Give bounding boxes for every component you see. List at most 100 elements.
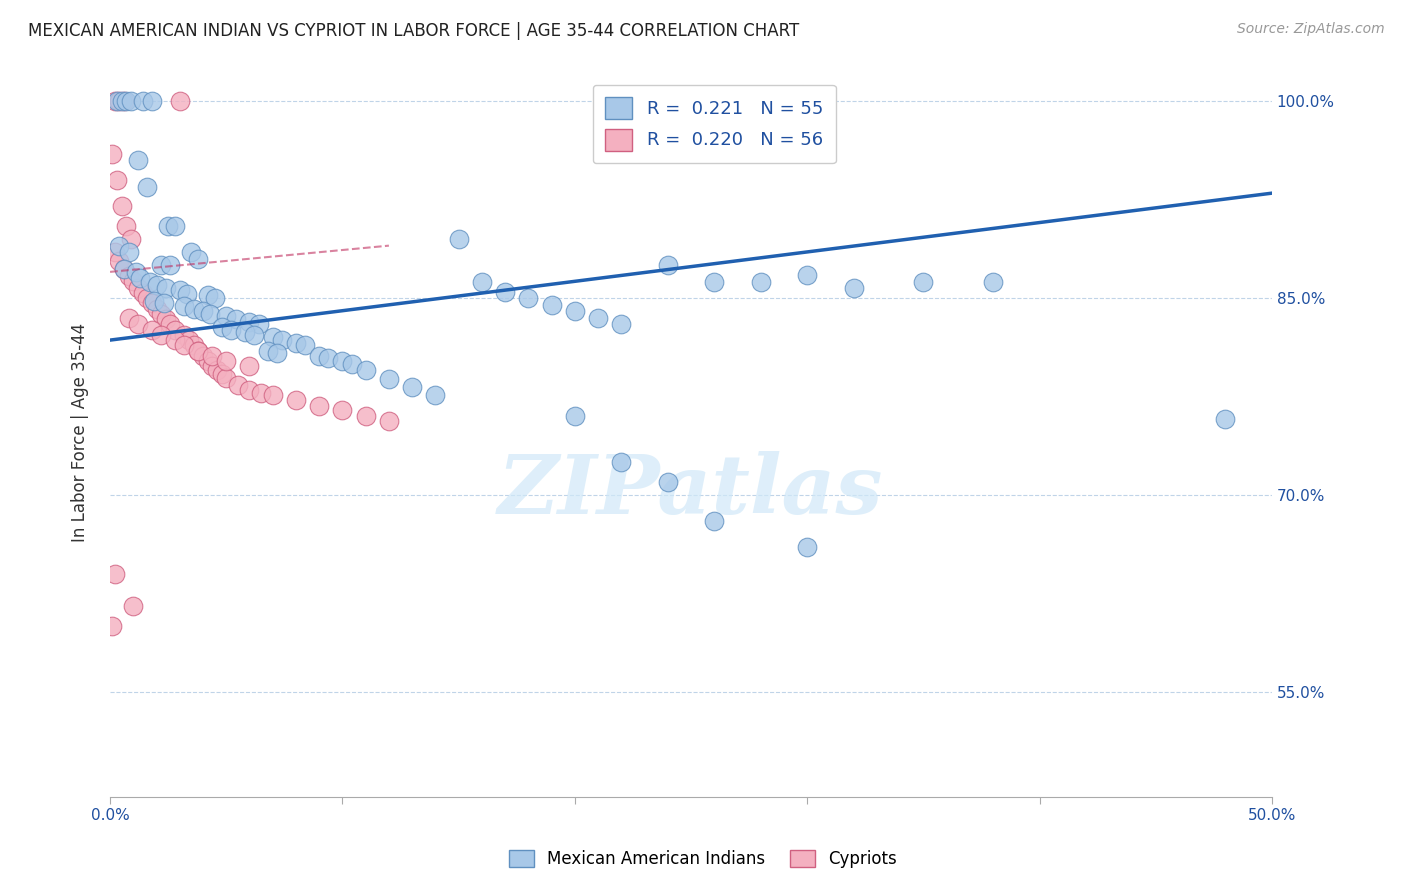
Point xyxy=(150,258,173,272)
Point xyxy=(211,320,233,334)
Point xyxy=(157,219,180,233)
Point xyxy=(586,310,609,325)
Point xyxy=(703,276,725,290)
Point xyxy=(219,323,242,337)
Point xyxy=(378,414,401,428)
Point xyxy=(204,291,226,305)
Point xyxy=(285,335,308,350)
Point xyxy=(159,318,181,332)
Point xyxy=(703,514,725,528)
Text: Source: ZipAtlas.com: Source: ZipAtlas.com xyxy=(1237,22,1385,37)
Point xyxy=(111,95,134,109)
Point xyxy=(308,399,330,413)
Point xyxy=(197,354,219,368)
Point xyxy=(115,219,138,233)
Text: MEXICAN AMERICAN INDIAN VS CYPRIOT IN LABOR FORCE | AGE 35-44 CORRELATION CHART: MEXICAN AMERICAN INDIAN VS CYPRIOT IN LA… xyxy=(28,22,800,40)
Point xyxy=(115,95,138,109)
Point xyxy=(354,363,377,377)
Point xyxy=(842,280,865,294)
Point xyxy=(796,541,818,555)
Point xyxy=(118,245,141,260)
Point xyxy=(173,338,195,352)
Point xyxy=(215,310,238,324)
Point xyxy=(187,252,209,266)
Point xyxy=(494,285,516,299)
Point xyxy=(173,299,195,313)
Point xyxy=(197,288,219,302)
Point xyxy=(105,173,128,187)
Point xyxy=(318,351,340,366)
Point xyxy=(238,383,260,397)
Point xyxy=(138,276,160,290)
Point xyxy=(225,312,247,326)
Point xyxy=(332,354,354,368)
Point xyxy=(136,179,159,194)
Point xyxy=(145,301,167,316)
Point xyxy=(145,278,167,293)
Point xyxy=(201,349,224,363)
Point xyxy=(143,293,166,308)
Point xyxy=(183,301,205,316)
Point xyxy=(112,262,135,277)
Point xyxy=(564,409,586,424)
Point xyxy=(1215,412,1237,426)
Point xyxy=(205,363,228,377)
Legend: R =  0.221   N = 55, R =  0.220   N = 56: R = 0.221 N = 55, R = 0.220 N = 56 xyxy=(593,85,835,163)
Point xyxy=(169,95,191,109)
Point xyxy=(215,371,238,385)
Point xyxy=(183,338,205,352)
Point xyxy=(262,388,284,402)
Point xyxy=(101,619,124,633)
Point xyxy=(129,271,152,285)
Point xyxy=(198,307,221,321)
Point xyxy=(226,377,249,392)
Point xyxy=(127,318,149,332)
Point xyxy=(104,95,127,109)
Point xyxy=(127,153,149,168)
Point xyxy=(150,307,173,321)
Point xyxy=(471,276,494,290)
Point xyxy=(180,245,202,260)
Point xyxy=(247,318,270,332)
Point xyxy=(201,359,224,374)
Legend: Mexican American Indians, Cypriots: Mexican American Indians, Cypriots xyxy=(502,843,904,875)
Point xyxy=(169,283,191,297)
Point xyxy=(155,280,177,294)
Point xyxy=(749,276,772,290)
Point xyxy=(120,232,142,246)
Point xyxy=(150,327,173,342)
Point xyxy=(215,354,238,368)
Point xyxy=(105,95,128,109)
Point xyxy=(257,343,280,358)
Point xyxy=(271,333,294,347)
Point xyxy=(378,372,401,386)
Point xyxy=(112,262,135,277)
Point xyxy=(191,304,214,318)
Point xyxy=(912,276,935,290)
Point xyxy=(108,254,131,268)
Point xyxy=(285,393,308,408)
Point xyxy=(657,475,679,489)
Point xyxy=(141,323,163,337)
Point xyxy=(159,258,181,272)
Point xyxy=(981,276,1004,290)
Point xyxy=(131,95,153,109)
Point xyxy=(294,338,316,352)
Point xyxy=(173,327,195,342)
Point xyxy=(165,333,187,347)
Point xyxy=(141,95,163,109)
Point xyxy=(238,359,260,374)
Text: ZIPatlas: ZIPatlas xyxy=(498,450,884,531)
Y-axis label: In Labor Force | Age 35-44: In Labor Force | Age 35-44 xyxy=(72,323,89,542)
Point xyxy=(104,566,127,581)
Point xyxy=(120,95,142,109)
Point xyxy=(243,327,266,342)
Point xyxy=(266,346,288,360)
Point xyxy=(354,409,377,424)
Point xyxy=(425,388,447,402)
Point xyxy=(122,274,145,288)
Point xyxy=(340,357,363,371)
Point xyxy=(187,343,209,358)
Point xyxy=(262,330,284,344)
Point xyxy=(564,304,586,318)
